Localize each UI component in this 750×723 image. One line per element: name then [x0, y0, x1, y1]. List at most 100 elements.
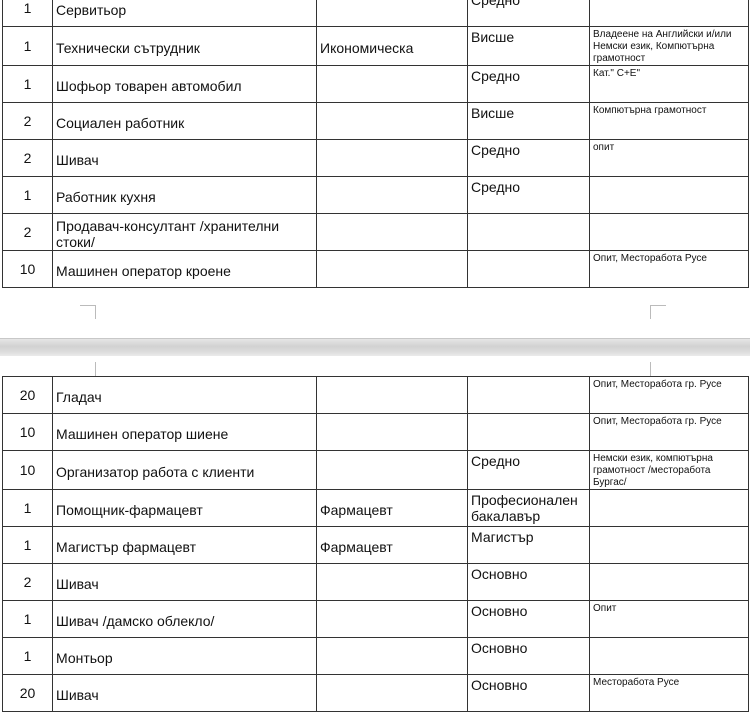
document-page-2: 20 Гладач Опит, Месторабота гр. Русе 10 Маши… — [0, 356, 750, 723]
education-cell: Средно — [467, 65, 590, 103]
position-cell: Монтьор — [52, 637, 317, 675]
count-cell: 20 — [2, 376, 53, 414]
position-cell: Социален работник — [52, 102, 317, 140]
count-cell: 10 — [2, 250, 53, 288]
specialty-cell — [316, 65, 468, 103]
requirements-cell: опит — [589, 139, 749, 177]
requirements-cell: Опит, Месторабота гр. Русе — [589, 376, 749, 414]
education-cell — [467, 376, 590, 414]
count-cell: 1 — [2, 26, 53, 66]
specialty-cell — [316, 600, 468, 638]
specialty-cell — [316, 563, 468, 601]
document-page-1: 1 Сервитьор Средно 1 Технически сътрудник Ико… — [0, 0, 750, 338]
table-row: 2 Продавач-консултант /хранителни стоки/ — [2, 213, 749, 251]
specialty-cell — [316, 0, 468, 27]
position-cell: Машинен оператор шиене — [52, 413, 317, 451]
specialty-cell — [316, 139, 468, 177]
page-corner-mark — [80, 305, 96, 319]
specialty-cell — [316, 376, 468, 414]
count-cell: 1 — [2, 0, 53, 27]
table-row: 2 Шивач Основно — [2, 563, 749, 601]
specialty-cell — [316, 102, 468, 140]
specialty-cell: Икономическа — [316, 26, 468, 66]
table-row: 1 Шивач /дамско облекло/Основно Опит — [2, 600, 749, 638]
education-cell: Средно — [467, 450, 590, 490]
position-cell: Технически сътрудник — [52, 26, 317, 66]
education-cell: Висше — [467, 26, 590, 66]
table-row: 1 Магистър фармацевт Фармацевт Магистър — [2, 526, 749, 564]
count-cell: 1 — [2, 489, 53, 527]
table-row: 20 Шивач Основно Месторабота Русе — [2, 674, 749, 712]
position-cell: Шофьор товарен автомобил — [52, 65, 317, 103]
position-cell: Продавач-консултант /хранителни стоки/ — [52, 213, 317, 251]
requirements-cell: Владеене на Английски и/или Немски език,… — [589, 26, 749, 66]
position-cell: Организатор работа с клиенти — [52, 450, 317, 490]
requirements-cell — [589, 563, 749, 601]
page-corner-mark — [650, 362, 666, 376]
position-cell: Гладач — [52, 376, 317, 414]
table-row: 1 Сервитьор Средно — [2, 0, 749, 27]
requirements-cell: Немски език, компютърна грамотност /мест… — [589, 450, 749, 490]
requirements-cell — [589, 489, 749, 527]
requirements-cell: Опит, Месторабота Русе — [589, 250, 749, 288]
education-cell: Професионален бакалавър — [467, 489, 590, 527]
education-cell — [467, 250, 590, 288]
count-cell: 1 — [2, 176, 53, 214]
job-table-page-1: 1 Сервитьор Средно 1 Технически сътрудник Ико… — [2, 0, 749, 288]
table-row: 2 Шивач Средно опит — [2, 139, 749, 177]
specialty-cell — [316, 674, 468, 712]
count-cell: 2 — [2, 563, 53, 601]
count-cell: 20 — [2, 674, 53, 712]
specialty-cell: Фармацевт — [316, 489, 468, 527]
education-cell: Средно — [467, 176, 590, 214]
education-cell: Основно — [467, 600, 590, 638]
education-cell: Висше — [467, 102, 590, 140]
count-cell: 1 — [2, 526, 53, 564]
requirements-cell: Компютърна грамотност — [589, 102, 749, 140]
table-row: 1 Помощник-фармацевт Фармацевт Професионале… — [2, 489, 749, 527]
specialty-cell: Фармацевт — [316, 526, 468, 564]
education-cell — [467, 413, 590, 451]
count-cell: 10 — [2, 450, 53, 490]
specialty-cell — [316, 250, 468, 288]
education-cell: Средно — [467, 139, 590, 177]
table-row: 20 Гладач Опит, Месторабота гр. Русе — [2, 376, 749, 414]
table-row: 2 Социален работник Висше Компютърна грамот… — [2, 102, 749, 140]
table-row: 1 Работник кухня Средно — [2, 176, 749, 214]
requirements-cell — [589, 176, 749, 214]
education-cell: Основно — [467, 563, 590, 601]
education-cell — [467, 213, 590, 251]
table-row: 10 Машинен оператор кроене Опит, Месторабо… — [2, 250, 749, 288]
requirements-cell: Опит — [589, 600, 749, 638]
requirements-cell — [589, 526, 749, 564]
count-cell: 1 — [2, 600, 53, 638]
count-cell: 2 — [2, 213, 53, 251]
specialty-cell — [316, 176, 468, 214]
count-cell: 10 — [2, 413, 53, 451]
position-cell: Машинен оператор кроене — [52, 250, 317, 288]
count-cell: 1 — [2, 637, 53, 675]
position-cell: Помощник-фармацевт — [52, 489, 317, 527]
position-cell: Магистър фармацевт — [52, 526, 317, 564]
count-cell: 2 — [2, 139, 53, 177]
position-cell: Шивач — [52, 139, 317, 177]
requirements-cell: Месторабота Русе — [589, 674, 749, 712]
education-cell: Основно — [467, 637, 590, 675]
requirements-cell — [589, 213, 749, 251]
specialty-cell — [316, 450, 468, 490]
page-break-separator — [0, 338, 750, 358]
requirements-cell: Кат." С+Е" — [589, 65, 749, 103]
specialty-cell — [316, 637, 468, 675]
table-row: 10 Организатор работа с клиенти Средно Немс… — [2, 450, 749, 490]
count-cell: 1 — [2, 65, 53, 103]
requirements-cell: Опит, Месторабота гр. Русе — [589, 413, 749, 451]
page-corner-mark — [650, 305, 666, 319]
position-cell: Работник кухня — [52, 176, 317, 214]
education-cell: Средно — [467, 0, 590, 27]
table-row: 1 Монтьор Основно — [2, 637, 749, 675]
specialty-cell — [316, 213, 468, 251]
table-row: 1 Технически сътрудник Икономическа Висше Вл… — [2, 26, 749, 66]
position-cell: Шивач /дамско облекло/ — [52, 600, 317, 638]
table-row: 1 Шофьор товарен автомобил Средно Кат." С+Е… — [2, 65, 749, 103]
count-cell: 2 — [2, 102, 53, 140]
